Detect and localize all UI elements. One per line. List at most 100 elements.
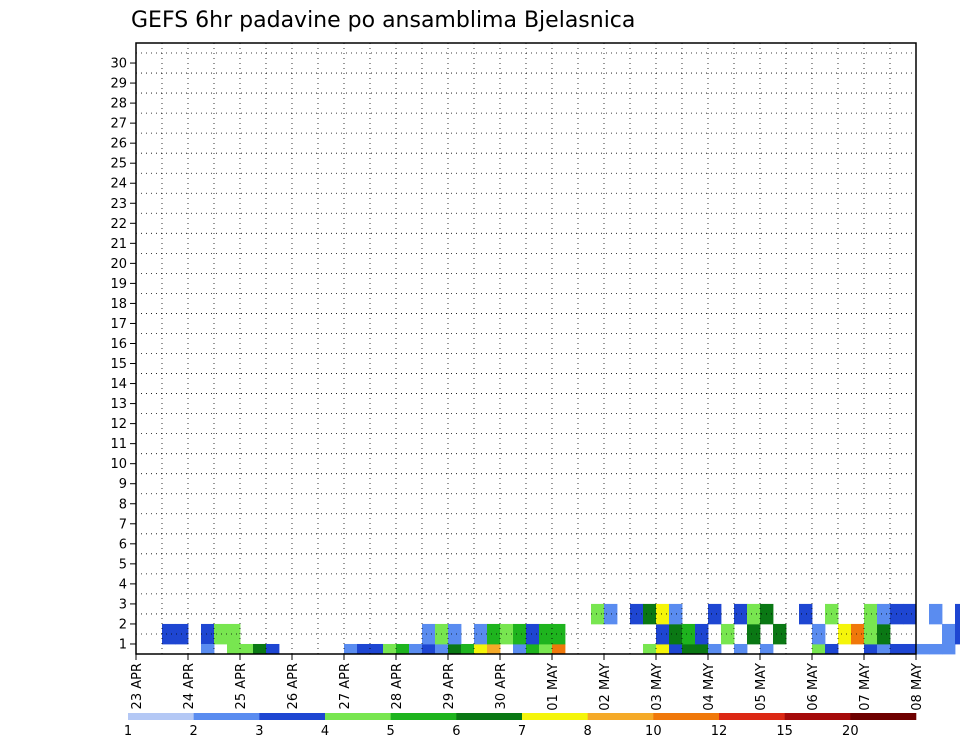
precip-cell xyxy=(669,643,683,655)
x-tick-label: 29 APR xyxy=(442,663,457,709)
y-tick-label: 6 xyxy=(119,537,127,552)
precip-cell xyxy=(695,643,709,655)
colorbar-swatch xyxy=(522,713,588,720)
colorbar-swatch xyxy=(653,713,720,720)
precip-cell xyxy=(370,643,384,655)
precip-cell xyxy=(916,643,930,655)
precip-cell xyxy=(513,623,527,645)
x-axis-ticks: 23 APR 24 APR 25 APR 26 APR 27 APR 28 APR 29 A… xyxy=(130,654,925,711)
chart-title: GEFS 6hr padavine po ansamblima Bjelasni… xyxy=(131,8,635,33)
precip-cell xyxy=(942,623,956,645)
colorbar-label: 4 xyxy=(321,724,329,739)
colorbar-label: 6 xyxy=(452,724,460,739)
y-tick-label: 13 xyxy=(110,397,127,412)
precip-cell xyxy=(422,643,436,655)
precip-cell xyxy=(227,643,241,655)
y-tick-label: 18 xyxy=(110,297,127,312)
x-tick-label: 07 MAY xyxy=(858,663,873,711)
y-tick-label: 7 xyxy=(119,517,127,532)
precip-cell xyxy=(539,643,553,655)
y-tick-label: 25 xyxy=(110,157,127,172)
x-tick-label: 01 MAY xyxy=(546,663,561,711)
y-tick-label: 17 xyxy=(110,317,127,332)
precip-cell xyxy=(812,623,826,645)
colorbar-swatch xyxy=(325,713,391,720)
y-tick-label: 11 xyxy=(110,437,127,452)
precip-cell xyxy=(474,623,488,645)
precip-cell xyxy=(396,643,410,655)
x-tick-label: 02 MAY xyxy=(598,663,613,711)
colorbar-swatch xyxy=(784,713,851,720)
colorbar-label: 8 xyxy=(584,724,592,739)
y-tick-label: 16 xyxy=(110,337,127,352)
colorbar-swatch xyxy=(259,713,326,720)
precip-cell xyxy=(851,623,865,645)
precipitation-cells xyxy=(162,603,960,655)
precip-cell xyxy=(526,643,540,655)
colorbar-label: 5 xyxy=(387,724,395,739)
precip-cell xyxy=(864,623,878,645)
precip-cell xyxy=(162,623,176,645)
y-tick-label: 15 xyxy=(110,357,127,372)
precip-cell xyxy=(682,623,696,645)
colorbar-label: 10 xyxy=(645,724,662,739)
precip-cell xyxy=(669,623,683,645)
precip-cell xyxy=(539,623,553,645)
precip-cell xyxy=(448,643,462,655)
colorbar-label: 3 xyxy=(255,724,263,739)
x-tick-label: 28 APR xyxy=(390,663,405,709)
precip-cell xyxy=(877,643,891,655)
precip-cell xyxy=(838,623,852,645)
precip-cell xyxy=(474,643,488,655)
y-tick-label: 27 xyxy=(110,117,127,132)
precip-cell xyxy=(604,603,618,625)
y-tick-label: 23 xyxy=(110,197,127,212)
colorbar-label: 7 xyxy=(518,724,526,739)
y-tick-label: 3 xyxy=(119,597,127,612)
precip-cell xyxy=(422,623,436,645)
y-tick-label: 20 xyxy=(110,257,127,272)
precip-cell xyxy=(643,603,657,625)
y-tick-label: 1 xyxy=(119,637,127,652)
precip-cell xyxy=(955,623,960,645)
precip-cell xyxy=(708,643,722,655)
colorbar-label: 1 xyxy=(124,724,132,739)
precip-cell xyxy=(903,643,917,655)
y-axis-ticks: 1234567891011121314151617181920212223242… xyxy=(110,57,136,652)
dotted-grid xyxy=(136,43,917,654)
x-tick-label: 25 APR xyxy=(234,663,249,709)
x-tick-label: 27 APR xyxy=(338,663,353,709)
precip-cell xyxy=(643,643,657,655)
x-tick-label: 23 APR xyxy=(130,663,145,709)
precip-cell xyxy=(708,603,722,625)
precip-cell xyxy=(903,603,917,625)
x-tick-label: 08 MAY xyxy=(910,663,925,711)
x-tick-label: 03 MAY xyxy=(650,663,665,711)
precip-cell xyxy=(513,643,527,655)
y-tick-label: 2 xyxy=(119,617,127,632)
precip-cell xyxy=(747,623,761,645)
x-tick-label: 06 MAY xyxy=(806,663,821,711)
precip-cell xyxy=(409,643,423,655)
precip-cell xyxy=(955,603,960,625)
colorbar-swatch xyxy=(719,713,785,720)
colorbar-label: 20 xyxy=(842,724,859,739)
colorbar-swatch xyxy=(390,713,457,720)
precip-cell xyxy=(656,623,670,645)
precip-cell xyxy=(526,623,540,645)
colorbar-swatch xyxy=(850,713,917,720)
y-tick-label: 30 xyxy=(110,57,127,72)
precip-cell xyxy=(877,603,891,625)
y-tick-label: 19 xyxy=(110,277,127,292)
precip-cell xyxy=(734,643,748,655)
plot-frame xyxy=(135,42,917,655)
precip-cell xyxy=(734,603,748,625)
precip-cell xyxy=(240,643,254,655)
precip-cell xyxy=(799,603,813,625)
colorbar-label: 2 xyxy=(190,724,198,739)
x-tick-label: 05 MAY xyxy=(754,663,769,711)
y-tick-label: 5 xyxy=(119,557,127,572)
precip-cell xyxy=(773,623,787,645)
precip-cell xyxy=(721,623,735,645)
